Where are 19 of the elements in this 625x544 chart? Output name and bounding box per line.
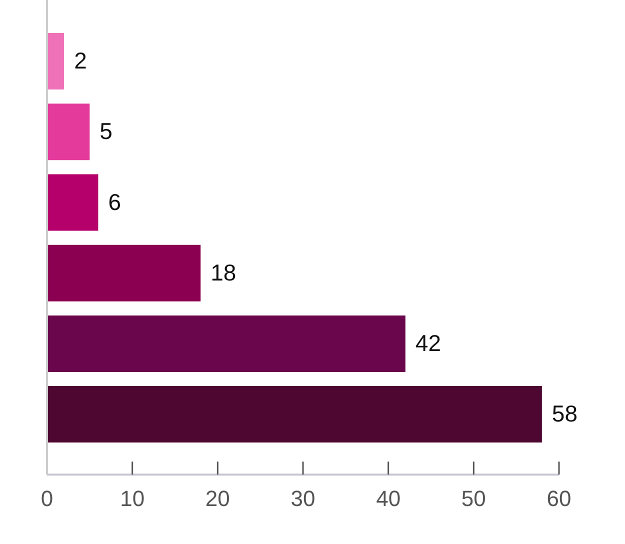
data-label: 42 <box>415 330 441 356</box>
x-tick-label: 60 <box>546 486 572 511</box>
data-label: 2 <box>74 48 87 74</box>
x-tick-label: 50 <box>461 486 486 511</box>
x-tick-label: 20 <box>205 486 230 511</box>
data-label: 6 <box>108 188 121 215</box>
bar <box>47 315 406 372</box>
bar <box>47 244 201 302</box>
x-tick-label: 40 <box>376 486 401 511</box>
bar <box>47 104 90 160</box>
data-label: 5 <box>100 118 112 144</box>
bar <box>47 174 98 231</box>
x-tick-label: 10 <box>120 486 145 511</box>
bar <box>47 386 542 443</box>
x-tick-label: 0 <box>40 486 54 511</box>
data-label: 58 <box>552 400 578 427</box>
bar <box>47 33 64 90</box>
x-tick-label: 30 <box>290 486 316 511</box>
data-label: 18 <box>210 259 236 286</box>
